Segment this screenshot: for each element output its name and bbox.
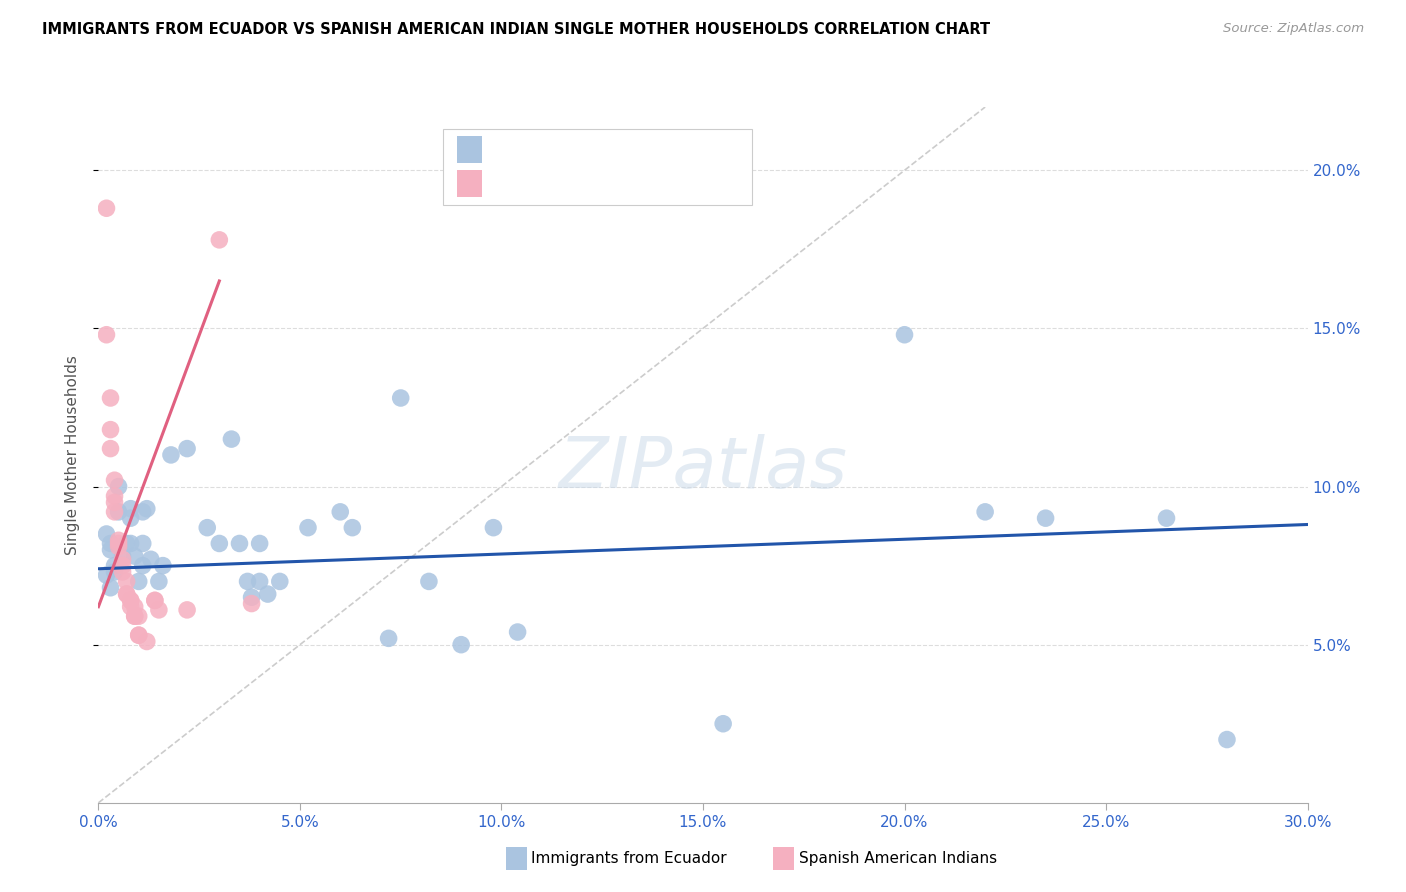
Point — [482, 521, 505, 535]
Point — [240, 591, 263, 605]
Point — [418, 574, 440, 589]
Point — [120, 536, 142, 550]
Point — [128, 574, 150, 589]
Point — [128, 609, 150, 624]
Point — [249, 574, 271, 589]
Point — [103, 489, 125, 503]
Point — [100, 536, 122, 550]
Text: Immigrants from Ecuador: Immigrants from Ecuador — [531, 851, 727, 866]
Point — [221, 432, 243, 446]
Point — [132, 536, 155, 550]
Point — [124, 549, 146, 563]
Point — [103, 505, 125, 519]
Text: N = 45: N = 45 — [612, 147, 673, 165]
Point — [124, 599, 146, 614]
Point — [120, 599, 142, 614]
Point — [329, 505, 352, 519]
Point — [120, 511, 142, 525]
Point — [115, 587, 138, 601]
Point — [240, 597, 263, 611]
Point — [115, 536, 138, 550]
Text: IMMIGRANTS FROM ECUADOR VS SPANISH AMERICAN INDIAN SINGLE MOTHER HOUSEHOLDS CORR: IMMIGRANTS FROM ECUADOR VS SPANISH AMERI… — [42, 22, 990, 37]
Text: N = 34: N = 34 — [612, 181, 673, 199]
Point — [120, 501, 142, 516]
Point — [143, 593, 166, 607]
Text: ZIPatlas: ZIPatlas — [558, 434, 848, 503]
Point — [96, 527, 118, 541]
Point — [208, 536, 231, 550]
Point — [135, 501, 157, 516]
Point — [107, 540, 129, 554]
Point — [124, 609, 146, 624]
Point — [103, 565, 125, 579]
Point — [236, 574, 259, 589]
Text: Spanish American Indians: Spanish American Indians — [799, 851, 997, 866]
Point — [111, 549, 134, 563]
Point — [132, 505, 155, 519]
Point — [128, 628, 150, 642]
Point — [103, 473, 125, 487]
Y-axis label: Single Mother Households: Single Mother Households — [65, 355, 80, 555]
Point — [96, 201, 118, 215]
Point — [135, 634, 157, 648]
Point — [1035, 511, 1057, 525]
Text: R = 0.052: R = 0.052 — [489, 147, 572, 165]
Point — [100, 442, 122, 456]
Point — [139, 552, 162, 566]
Point — [120, 593, 142, 607]
Point — [107, 536, 129, 550]
Point — [160, 448, 183, 462]
Point — [228, 536, 250, 550]
Point — [115, 587, 138, 601]
Point — [342, 521, 364, 535]
Point — [176, 442, 198, 456]
Point — [103, 558, 125, 573]
Point — [1156, 511, 1178, 525]
Point — [111, 552, 134, 566]
Point — [506, 625, 529, 640]
Point — [100, 423, 122, 437]
Point — [249, 536, 271, 550]
Point — [297, 521, 319, 535]
Point — [107, 505, 129, 519]
Point — [124, 609, 146, 624]
Point — [377, 632, 399, 646]
Point — [893, 327, 915, 342]
Point — [115, 574, 138, 589]
Point — [111, 558, 134, 573]
Point — [269, 574, 291, 589]
Point — [132, 558, 155, 573]
Point — [176, 603, 198, 617]
Point — [450, 638, 472, 652]
Point — [974, 505, 997, 519]
Point — [148, 574, 170, 589]
Point — [711, 716, 734, 731]
Text: R = 0.372: R = 0.372 — [489, 181, 572, 199]
Point — [148, 603, 170, 617]
Point — [256, 587, 278, 601]
Point — [96, 327, 118, 342]
Point — [103, 495, 125, 509]
Point — [143, 593, 166, 607]
Point — [107, 479, 129, 493]
Point — [107, 533, 129, 548]
Point — [100, 391, 122, 405]
Point — [111, 565, 134, 579]
Point — [208, 233, 231, 247]
Point — [120, 593, 142, 607]
Point — [96, 568, 118, 582]
Point — [100, 581, 122, 595]
Point — [128, 628, 150, 642]
Point — [152, 558, 174, 573]
Point — [195, 521, 218, 535]
Point — [100, 542, 122, 557]
Text: Source: ZipAtlas.com: Source: ZipAtlas.com — [1223, 22, 1364, 36]
Point — [1216, 732, 1239, 747]
Point — [389, 391, 412, 405]
